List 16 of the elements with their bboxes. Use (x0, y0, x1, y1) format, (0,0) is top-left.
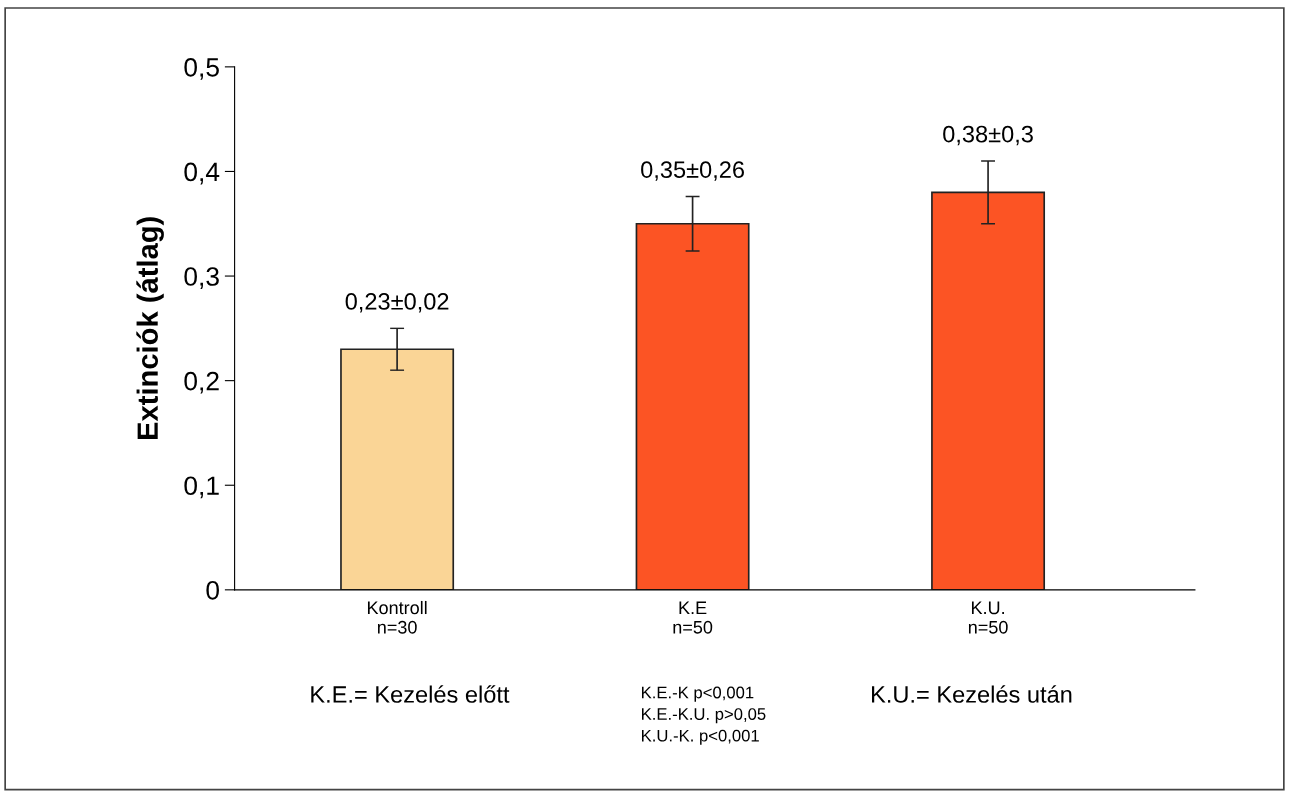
x-tick-label: K.U. n=50 (968, 601, 1008, 634)
data-label: 0,38±0,3 (943, 125, 1033, 146)
data-label: 0,35±0,26 (641, 161, 744, 181)
y-tick-label: 0,4 (184, 162, 220, 185)
y-tick-label: 0,2 (184, 371, 219, 394)
text: K.E.-K p<0,001 K.E.-K.U. p>0,05 K.U.-K. p<0,001 (642, 686, 766, 745)
y-tick-label: 0,5 (184, 58, 219, 80)
data-label: 0,23±0,02 (345, 293, 449, 313)
x-tick-label: Kontroll n=30 (367, 600, 427, 634)
y-tick-label: 0,3 (184, 267, 219, 289)
text: K.E.= Kezelés előtt (311, 685, 510, 703)
y-axis-title: Extinciók (átlag) (136, 217, 164, 440)
y-tick-label: 0 (206, 580, 219, 600)
text: K.U.= Kezelés után (872, 685, 1072, 703)
x-tick-label: K.E n=50 (673, 601, 713, 634)
y-tick-label: 0,1 (184, 476, 219, 499)
